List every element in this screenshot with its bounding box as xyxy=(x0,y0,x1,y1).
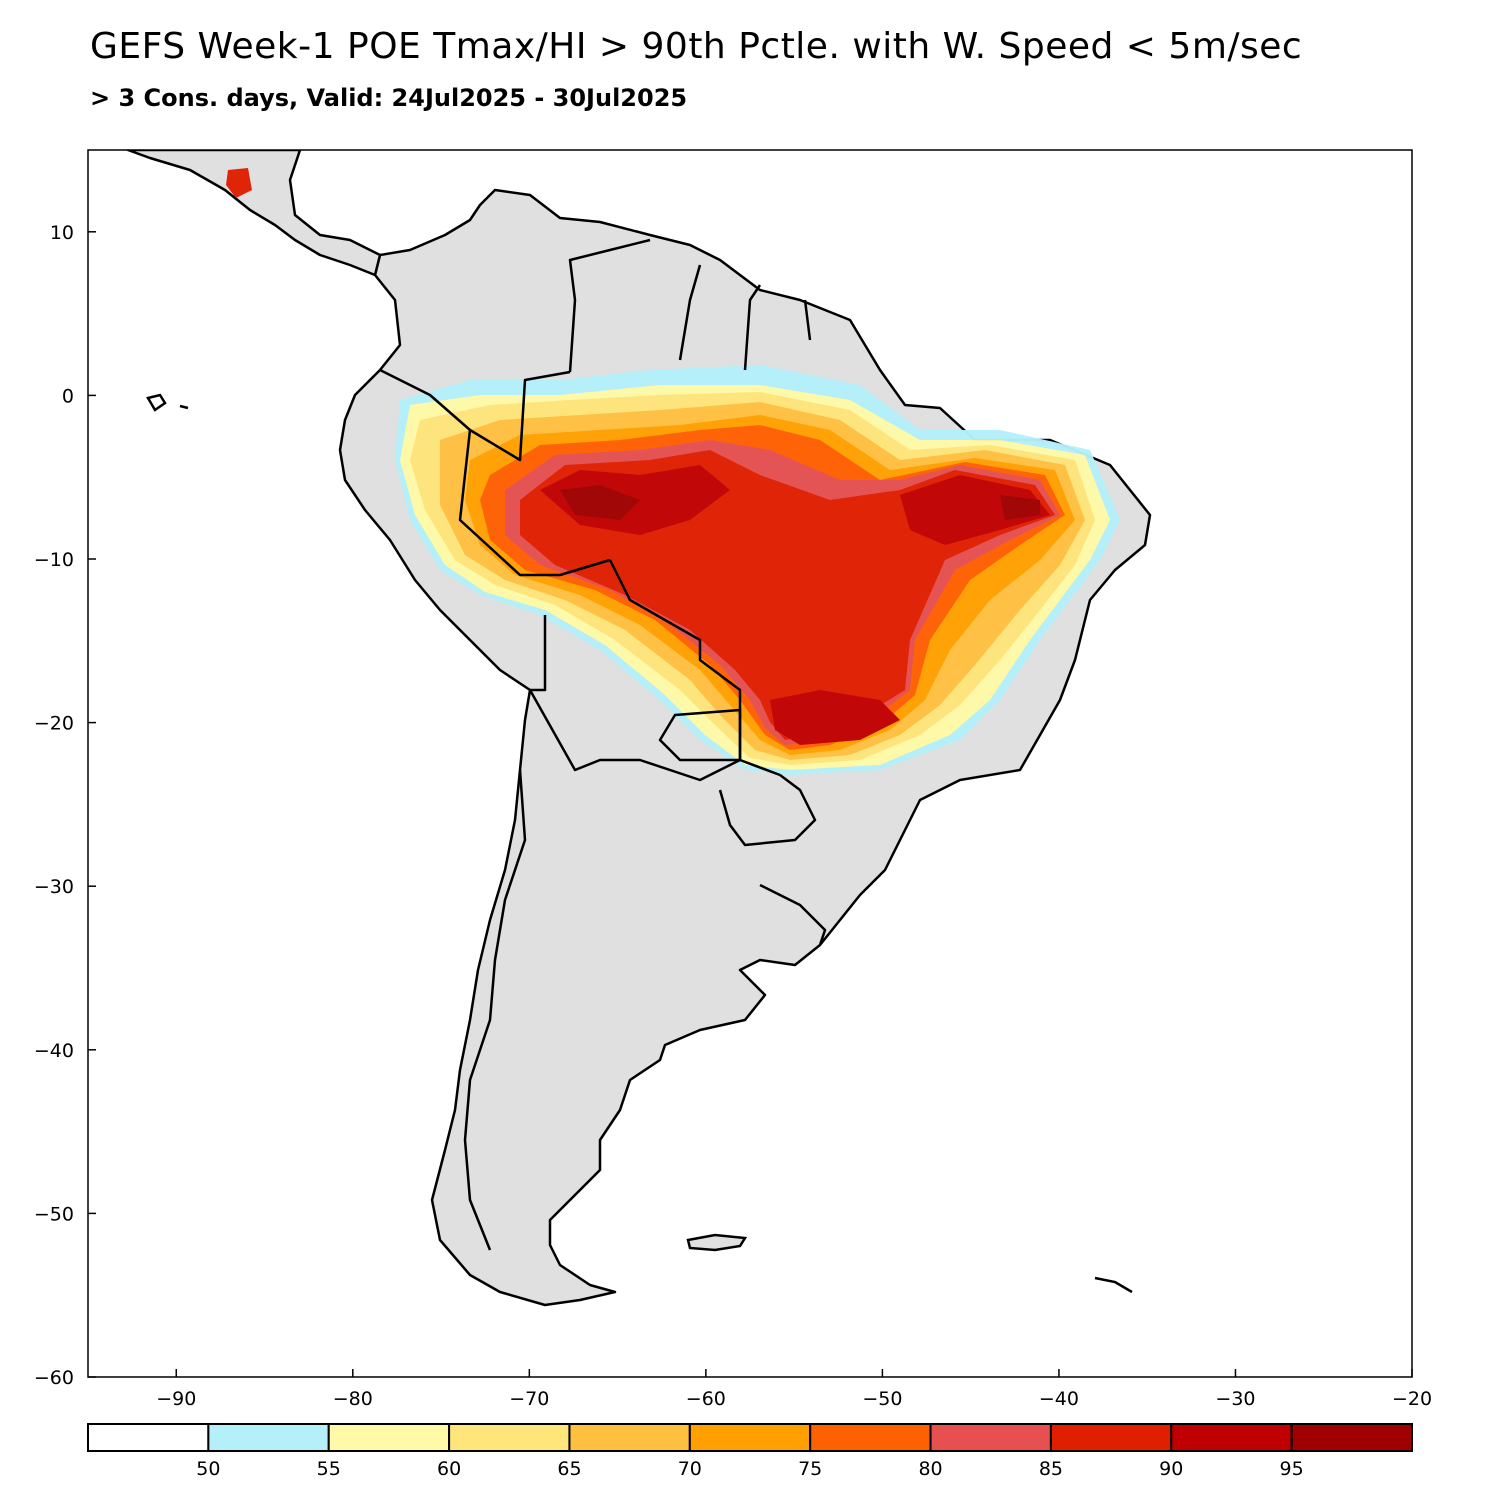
colorbar-label: 55 xyxy=(317,1458,341,1480)
country-borders xyxy=(379,238,827,1251)
prob-90-95 xyxy=(540,465,1050,745)
prob-hotspot-central-america xyxy=(226,168,252,198)
falkland-islands xyxy=(686,1233,748,1252)
x-tick-label: −70 xyxy=(509,1388,549,1410)
colorbar-label: 80 xyxy=(918,1458,942,1480)
x-tick-label: −80 xyxy=(333,1388,373,1410)
colorbar-swatch xyxy=(1049,1423,1173,1452)
colorbar-label: 50 xyxy=(196,1458,220,1480)
map-subtitle: > 3 Cons. days, Valid: 24Jul2025 - 30Jul… xyxy=(90,84,688,112)
colorbar-label: 75 xyxy=(798,1458,822,1480)
galapagos-islands xyxy=(146,393,189,412)
colorbar-swatch xyxy=(87,1423,210,1452)
colorbar-label: 90 xyxy=(1159,1458,1183,1480)
colorbar-label: 70 xyxy=(678,1458,702,1480)
colorbar-swatch xyxy=(327,1423,451,1452)
y-tick-label: −30 xyxy=(34,876,74,898)
colorbar-swatch xyxy=(1290,1423,1413,1452)
x-tick-label: −20 xyxy=(1392,1388,1432,1410)
colorbar-label: 60 xyxy=(437,1458,461,1480)
x-tick-label: −50 xyxy=(862,1388,902,1410)
y-tick-label: −10 xyxy=(34,549,74,571)
x-tick-label: −90 xyxy=(156,1388,196,1410)
colorbar-label: 65 xyxy=(557,1458,581,1480)
map-title: GEFS Week-1 POE Tmax/HI > 90th Pctle. wi… xyxy=(90,26,1303,67)
plot-frame xyxy=(87,149,1413,1378)
y-tick-label: −50 xyxy=(34,1203,74,1225)
colorbar-swatch xyxy=(1170,1423,1293,1452)
y-tick-label: 10 xyxy=(50,222,74,244)
colorbar-swatch xyxy=(207,1423,330,1452)
probability-shading xyxy=(226,168,1120,775)
x-tick-label: −40 xyxy=(1039,1388,1079,1410)
y-tick-label: −20 xyxy=(34,713,74,735)
colorbar-swatch xyxy=(568,1423,691,1452)
colorbar: 50 55 60 65 70 75 80 85 90 95 xyxy=(87,1423,1413,1480)
y-tick-label: −60 xyxy=(34,1367,74,1389)
colorbar-label: 95 xyxy=(1280,1458,1304,1480)
south-georgia-island xyxy=(1094,1276,1133,1294)
x-tick-label: −60 xyxy=(686,1388,726,1410)
y-tick-label: −40 xyxy=(34,1040,74,1062)
colorbar-label: 85 xyxy=(1039,1458,1063,1480)
x-tick-label: −30 xyxy=(1215,1388,1255,1410)
central-america-landmass xyxy=(126,150,382,277)
y-tick-label: 0 xyxy=(62,385,74,407)
x-axis: −90 −80 −70 −60 −50 −40 −30 −20 xyxy=(156,1369,1432,1410)
y-axis: 10 0 −10 −20 −30 −40 −50 −60 xyxy=(34,222,96,1389)
colorbar-swatch xyxy=(929,1423,1052,1452)
colorbar-swatch xyxy=(688,1423,812,1452)
prob-95-plus xyxy=(560,485,1040,520)
colorbar-swatch xyxy=(809,1423,932,1452)
colorbar-swatch xyxy=(448,1423,571,1452)
